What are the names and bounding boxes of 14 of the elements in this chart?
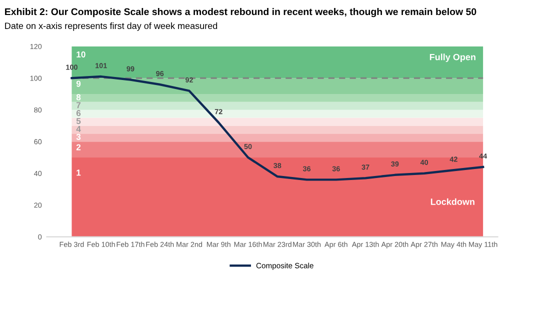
chart-subtitle: Date on x-axis represents first day of week measured xyxy=(5,22,218,31)
band-label: 9 xyxy=(76,80,81,87)
band-label: 5 xyxy=(76,118,81,124)
band-label: 4 xyxy=(76,126,81,132)
band-label: 10 xyxy=(76,51,86,58)
band-label: 7 xyxy=(76,102,81,108)
band-label: 8 xyxy=(76,94,81,100)
band-label: 6 xyxy=(76,110,81,116)
band-label: 1 xyxy=(76,170,81,176)
annotation: Fully Open xyxy=(430,54,476,62)
chart-title: Exhibit 2: Our Composite Scale shows a modest rebound in recent weeks, though we remain below 50 xyxy=(5,8,476,18)
band-label: 2 xyxy=(76,144,81,150)
annotation: Lockdown xyxy=(430,198,474,205)
band-label: 3 xyxy=(76,134,81,140)
